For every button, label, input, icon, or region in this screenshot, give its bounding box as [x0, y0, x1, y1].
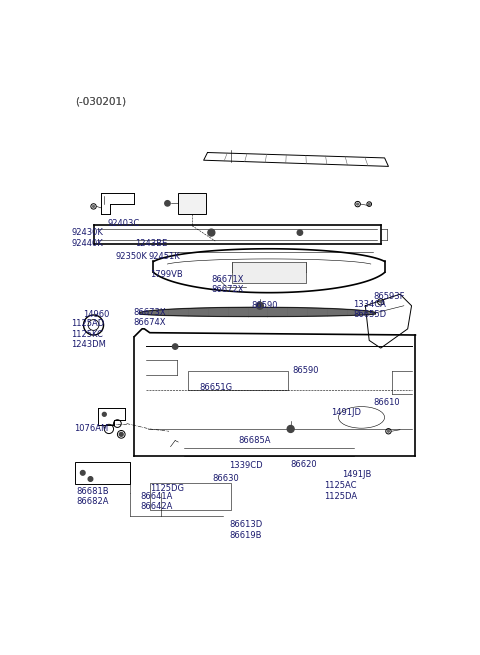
Text: 1339CD: 1339CD	[229, 461, 263, 470]
Bar	[178, 193, 206, 214]
Circle shape	[287, 426, 294, 432]
Text: 86651G: 86651G	[200, 383, 233, 392]
Text: 86590: 86590	[292, 366, 319, 375]
Circle shape	[368, 203, 370, 205]
Text: 86681B
86682A: 86681B 86682A	[76, 487, 108, 506]
Circle shape	[102, 413, 106, 416]
Circle shape	[88, 477, 93, 481]
Bar	[188, 371, 288, 390]
Text: 14960: 14960	[84, 310, 110, 319]
Text: (-030201): (-030201)	[75, 97, 126, 107]
Text: 1491JB: 1491JB	[342, 470, 372, 479]
Circle shape	[165, 200, 170, 206]
Text: 1125AD
1125KC
1243DM: 1125AD 1125KC 1243DM	[72, 320, 107, 349]
Text: 86610: 86610	[373, 398, 400, 407]
Text: 86590: 86590	[252, 301, 278, 310]
Text: 1799VB: 1799VB	[150, 270, 183, 279]
Text: 1125DG: 1125DG	[150, 483, 184, 493]
Text: 92451K: 92451K	[148, 252, 180, 261]
Text: 1243BE: 1243BE	[135, 239, 168, 248]
Polygon shape	[140, 307, 375, 316]
Circle shape	[81, 470, 85, 475]
Text: 92350K: 92350K	[116, 252, 148, 261]
Text: 86630: 86630	[213, 474, 240, 483]
Circle shape	[172, 344, 178, 349]
Bar	[232, 262, 306, 284]
Circle shape	[380, 301, 382, 303]
Text: 1125AC
1125DA: 1125AC 1125DA	[324, 481, 357, 501]
Bar	[150, 483, 230, 510]
Text: (-030201): (-030201)	[75, 97, 126, 107]
Text: 86685A: 86685A	[239, 436, 271, 445]
Text: 86641A
86642A: 86641A 86642A	[141, 491, 173, 511]
Text: 92430K
92440K: 92430K 92440K	[72, 229, 103, 248]
Text: 86620: 86620	[290, 460, 317, 470]
Circle shape	[208, 229, 215, 236]
Circle shape	[387, 430, 389, 432]
Text: 86593F: 86593F	[373, 293, 405, 301]
Text: 86671X
86672X: 86671X 86672X	[211, 274, 243, 294]
Bar	[75, 462, 131, 483]
Circle shape	[357, 203, 359, 205]
Text: 86673X
86674X: 86673X 86674X	[133, 308, 166, 328]
Text: 1334CA
86655D: 1334CA 86655D	[353, 300, 386, 319]
Circle shape	[93, 206, 95, 208]
Text: 1491JD: 1491JD	[331, 408, 361, 417]
Circle shape	[120, 432, 123, 436]
Text: 92403C: 92403C	[108, 219, 140, 228]
Text: 1076AM: 1076AM	[74, 424, 108, 433]
Circle shape	[297, 230, 302, 235]
Text: 86613D
86619B: 86613D 86619B	[229, 520, 263, 540]
Circle shape	[256, 303, 264, 309]
